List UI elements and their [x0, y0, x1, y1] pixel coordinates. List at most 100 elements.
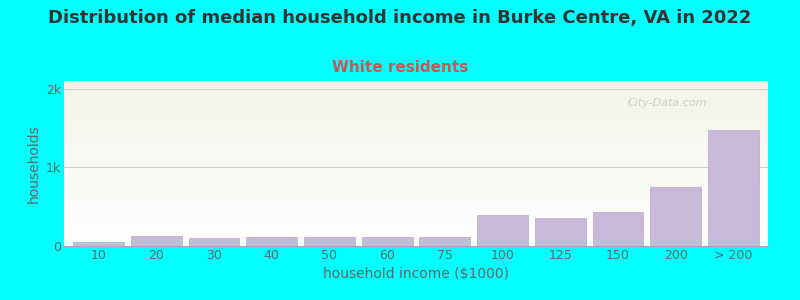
Bar: [64, 148, 768, 150]
Bar: [64, 193, 768, 195]
Bar: [64, 147, 768, 148]
Bar: [64, 220, 768, 221]
Bar: [64, 205, 768, 206]
Bar: [64, 236, 768, 238]
Bar: [64, 177, 768, 178]
Bar: [64, 208, 768, 210]
Bar: [708, 130, 758, 246]
Bar: [64, 169, 768, 170]
Bar: [64, 102, 768, 104]
Bar: [64, 223, 768, 224]
Bar: [64, 81, 768, 82]
Bar: [650, 187, 701, 246]
Bar: [64, 216, 768, 218]
Bar: [64, 241, 768, 243]
Bar: [64, 137, 768, 139]
Bar: [64, 218, 768, 220]
Bar: [64, 213, 768, 215]
Bar: [535, 218, 586, 246]
Bar: [64, 132, 768, 134]
Bar: [362, 237, 413, 246]
Bar: [64, 130, 768, 132]
Bar: [64, 221, 768, 223]
Bar: [131, 236, 182, 246]
Bar: [64, 107, 768, 109]
Bar: [64, 139, 768, 140]
Bar: [64, 239, 768, 241]
Bar: [64, 210, 768, 211]
Bar: [64, 91, 768, 92]
Bar: [64, 82, 768, 84]
Bar: [64, 155, 768, 157]
Bar: [64, 104, 768, 106]
Bar: [64, 125, 768, 127]
Bar: [64, 215, 768, 216]
Bar: [64, 106, 768, 107]
Bar: [64, 101, 768, 103]
Bar: [64, 235, 768, 236]
Bar: [64, 224, 768, 226]
Text: White residents: White residents: [332, 60, 468, 75]
Bar: [74, 242, 124, 246]
Bar: [64, 145, 768, 147]
X-axis label: household income ($1000): household income ($1000): [323, 267, 509, 281]
Bar: [64, 165, 768, 167]
Bar: [64, 170, 768, 172]
Bar: [64, 121, 768, 122]
Bar: [64, 144, 768, 146]
Bar: [64, 228, 768, 230]
Bar: [64, 127, 768, 129]
Text: Distribution of median household income in Burke Centre, VA in 2022: Distribution of median household income …: [48, 9, 752, 27]
Bar: [64, 175, 768, 177]
Bar: [64, 152, 768, 154]
Bar: [64, 88, 768, 89]
Bar: [64, 206, 768, 208]
Bar: [64, 185, 768, 187]
Bar: [64, 187, 768, 188]
Bar: [64, 180, 768, 182]
Bar: [64, 119, 768, 121]
Bar: [64, 172, 768, 173]
Bar: [64, 196, 768, 198]
Bar: [64, 86, 768, 88]
Bar: [64, 233, 768, 235]
Bar: [64, 89, 768, 91]
Bar: [64, 178, 768, 180]
Bar: [64, 84, 768, 86]
Bar: [419, 237, 470, 246]
Bar: [64, 167, 768, 168]
Bar: [64, 134, 768, 135]
Bar: [64, 150, 768, 152]
Bar: [64, 198, 768, 200]
Bar: [64, 243, 768, 244]
Bar: [64, 129, 768, 130]
Bar: [64, 183, 768, 185]
Bar: [64, 191, 768, 193]
Bar: [64, 195, 768, 196]
Bar: [64, 158, 768, 160]
Bar: [64, 211, 768, 213]
Bar: [64, 109, 768, 111]
Bar: [64, 202, 768, 203]
Bar: [64, 111, 768, 112]
Bar: [64, 99, 768, 101]
Bar: [64, 230, 768, 231]
Bar: [64, 244, 768, 246]
Bar: [246, 237, 297, 246]
Bar: [64, 231, 768, 233]
Bar: [64, 96, 768, 98]
Bar: [64, 162, 768, 164]
Bar: [64, 114, 768, 116]
Y-axis label: households: households: [26, 124, 41, 203]
Bar: [64, 116, 768, 117]
Bar: [64, 122, 768, 124]
Bar: [64, 94, 768, 96]
Bar: [64, 142, 768, 144]
Bar: [64, 124, 768, 125]
Text: City-Data.com: City-Data.com: [627, 98, 706, 107]
Bar: [64, 190, 768, 192]
Bar: [189, 238, 239, 246]
Bar: [64, 200, 768, 202]
Bar: [64, 136, 768, 137]
Bar: [477, 215, 528, 246]
